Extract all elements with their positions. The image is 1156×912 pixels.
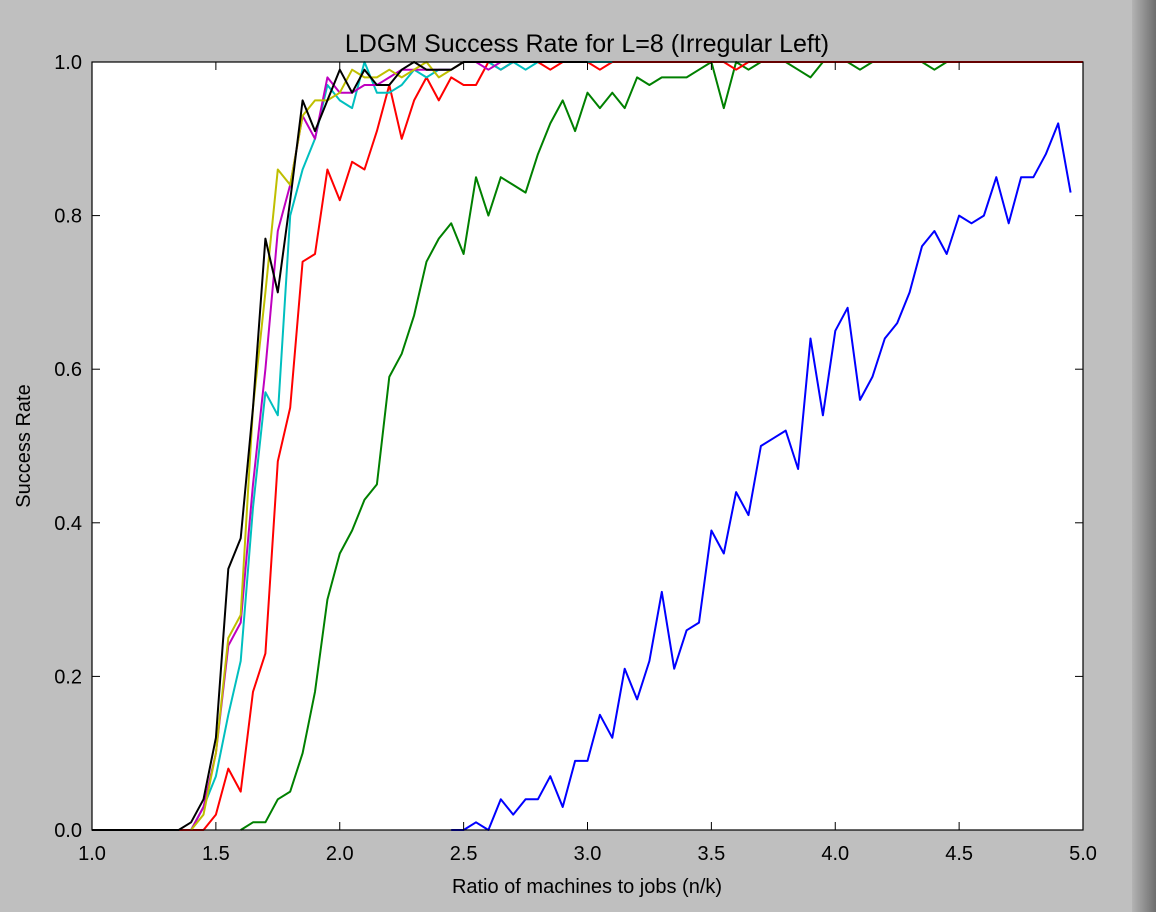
x-tick-label: 5.0 [1069,843,1097,865]
y-tick-label: 0.2 [54,666,82,688]
y-tick-label: 0.0 [54,820,82,842]
series-line-2 [240,61,1083,831]
line-chart: 1.0 1.5 2.0 2.5 3.0 3.5 4.0 4.5 5.0 0.0 0.2 0.4 0.6 0… [13,30,1097,898]
x-tick-label: 1.5 [202,843,230,865]
x-tick-label: 1.0 [78,843,106,865]
chart-title: LDGM Success Rate for L=8 (Irregular Lef… [345,30,829,58]
x-tick-label: 3.0 [574,843,602,865]
x-tick-label: 2.5 [450,843,478,865]
y-tick-label: 1.0 [54,52,82,74]
series-line-1 [451,122,1072,831]
x-axis-label: Ratio of machines to jobs (n/k) [452,876,722,898]
x-tick-label: 3.5 [697,843,725,865]
window-edge-shadow [1132,0,1156,912]
tick-layer: 1.0 1.5 2.0 2.5 3.0 3.5 4.0 4.5 5.0 0.0 0.2 0.4 0.6 0… [54,52,1097,865]
y-axis-label: Success Rate [13,384,35,507]
x-tick-label: 2.0 [326,843,354,865]
plot-area [92,62,1083,830]
y-tick-label: 0.4 [54,513,82,535]
x-tick-label: 4.0 [821,843,849,865]
y-tick-label: 0.6 [54,359,82,381]
x-tick-label: 4.5 [945,843,973,865]
y-tick-label: 0.8 [54,206,82,228]
plot-frame [91,61,1084,831]
